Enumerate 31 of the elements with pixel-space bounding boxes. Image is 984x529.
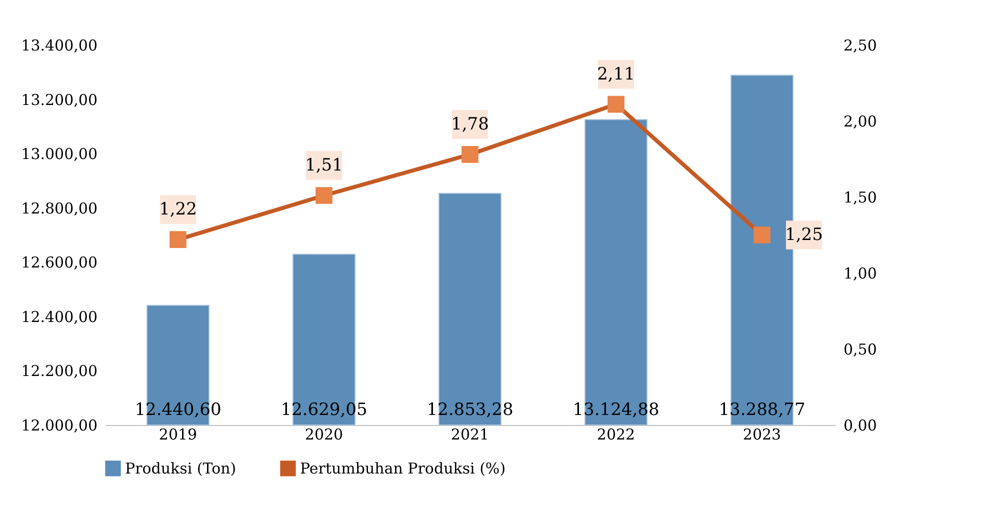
x-tick-label: 2022 — [596, 426, 636, 444]
point — [462, 146, 478, 163]
data-label: 1,22 — [159, 200, 197, 220]
data-label: 2,11 — [597, 64, 635, 84]
x-tick-label: 2019 — [158, 426, 198, 444]
data-label: 1,51 — [305, 155, 343, 176]
y2-tick-label: 2,00 — [844, 112, 877, 130]
legend-label: Pertumbuhan Produksi (%) — [300, 459, 506, 478]
point — [316, 187, 332, 204]
y2-tick-label: 2,50 — [844, 36, 877, 54]
y-tick-label: 12.000,00 — [21, 416, 98, 434]
y2-tick-label: 1,00 — [844, 264, 877, 282]
y-tick-label: 13.200,00 — [21, 90, 98, 109]
y-tick-label: 13.400,00 — [21, 36, 98, 54]
point — [170, 231, 186, 248]
x-tick-label: 2023 — [742, 426, 782, 444]
y-tick-label: 12.200,00 — [21, 362, 98, 380]
y2-tick-label: 0,50 — [844, 340, 877, 358]
x-tick-label: 2020 — [304, 426, 344, 444]
y-tick-label: 12.400,00 — [21, 308, 98, 326]
point — [754, 226, 770, 244]
data-label: 1,25 — [785, 225, 823, 245]
x-tick-label: 2021 — [450, 426, 490, 444]
y2-tick-label: 1,50 — [844, 188, 877, 206]
y-tick-label: 12.800,00 — [21, 199, 98, 218]
y-tick-label: 13.000,00 — [21, 145, 98, 164]
y2-tick-label: 0,00 — [844, 416, 877, 434]
y-tick-label: 12.600,00 — [21, 254, 98, 272]
legend-label: Produksi (Ton) — [125, 459, 236, 478]
data-label: 1,78 — [451, 114, 489, 134]
point — [608, 96, 624, 113]
